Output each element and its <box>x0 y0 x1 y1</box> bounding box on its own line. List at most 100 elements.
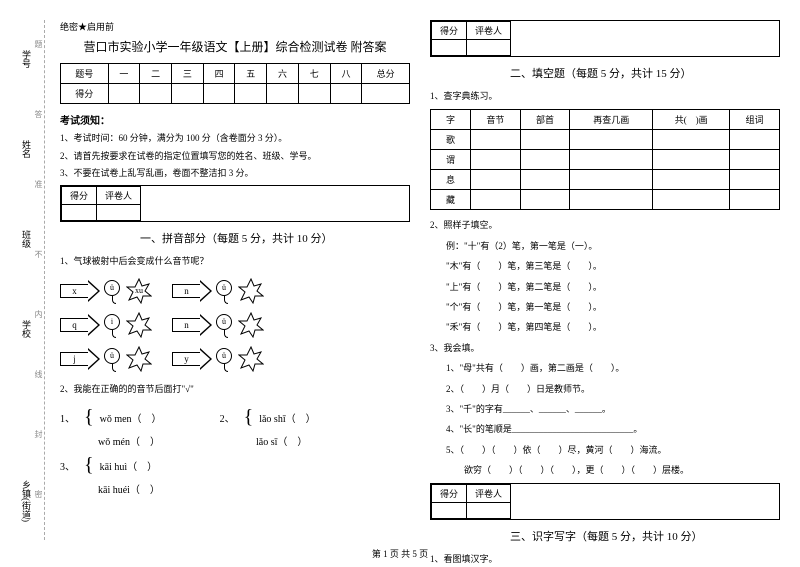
balloon-icon: ü <box>216 348 234 370</box>
th-cell: 八 <box>330 64 362 84</box>
fill-cell <box>653 150 730 170</box>
section-2-title: 二、填空题（每题 5 分，共计 15 分） <box>510 65 780 81</box>
instruction-item: 3、不要在试卷上乱写乱画，卷面不整洁扣 3 分。 <box>60 167 410 181</box>
fill-cell <box>520 150 570 170</box>
balloon-icon: ü <box>216 314 234 336</box>
q3-item: 1、"母"共有（ ）画，第二画是（ ）。 <box>446 361 780 375</box>
fill-cell <box>730 130 780 150</box>
score-cell <box>172 84 204 104</box>
balloon-icon: i <box>104 314 122 336</box>
score-cell <box>432 503 467 519</box>
arrow-icon: n <box>172 314 212 336</box>
arrow-icon: x <box>60 280 100 302</box>
score-cell <box>362 84 410 104</box>
grader-cell <box>97 204 141 220</box>
instructions-title: 考试须知： <box>60 112 410 127</box>
q2-item: "禾"有（ ）笔，第四笔是（ ）。 <box>446 320 780 334</box>
fill-cell <box>730 170 780 190</box>
q2-item: "个"有（ ）笔，第一笔是（ ）。 <box>446 300 780 314</box>
side-label: 学校 <box>20 320 33 338</box>
fill-cell <box>520 190 570 210</box>
fill-cell <box>730 190 780 210</box>
seal-mark: 题 <box>33 40 44 48</box>
grader-cell <box>467 40 511 56</box>
dictionary-table: 字 音节 部首 再查几画 共( )画 组词 歌 谓 息 藏 <box>430 109 780 210</box>
fill-cell <box>520 170 570 190</box>
grader-label: 评卷人 <box>97 186 141 204</box>
section-3-title: 三、识字写字（每题 5 分，共计 10 分） <box>510 528 780 544</box>
fill-cell <box>570 130 653 150</box>
score-cell <box>267 84 299 104</box>
star-icon <box>126 346 152 372</box>
th-cell: 音节 <box>471 110 521 130</box>
balloon-icon: ü <box>104 348 122 370</box>
question-1-1: 1、气球被射中后会变成什么音节呢？ <box>60 254 410 268</box>
seal-mark: 密 <box>33 490 44 498</box>
star-icon <box>238 312 264 338</box>
choice-a: wǒ men（ ） <box>100 410 220 425</box>
diagram-row: q i n ü <box>60 312 410 338</box>
th-cell: 总分 <box>362 64 410 84</box>
fill-cell <box>471 130 521 150</box>
th-cell: 组词 <box>730 110 780 130</box>
seal-mark: 答 <box>33 110 44 118</box>
fill-cell <box>653 190 730 210</box>
choice-num: 1、 <box>60 410 84 425</box>
exam-page: 绝密★启用前 营口市实验小学一年级语文【上册】综合检测试卷 附答案 题号 一 二… <box>0 0 800 540</box>
side-label: 学号 <box>20 50 33 68</box>
left-column: 绝密★启用前 营口市实验小学一年级语文【上册】综合检测试卷 附答案 题号 一 二… <box>50 20 420 530</box>
fill-cell <box>570 150 653 170</box>
th-cell: 再查几画 <box>570 110 653 130</box>
score-header-table: 题号 一 二 三 四 五 六 七 八 总分 得分 <box>60 63 410 104</box>
choice-b: lǎo sī（ ） <box>256 433 376 448</box>
question-1-2: 2、我能在正确的的音节后面打"√" <box>60 382 410 396</box>
fill-cell <box>520 130 570 150</box>
score-label: 得分 <box>62 186 97 204</box>
seal-mark: 准 <box>33 180 44 188</box>
side-label: 班级 <box>20 230 33 248</box>
score-cell <box>108 84 140 104</box>
fill-cell <box>471 170 521 190</box>
balloon-icon: ü <box>104 280 122 302</box>
q3-item: 3、"千"的字有______、______、______。 <box>446 402 780 416</box>
choice-num: 3、 <box>60 458 84 473</box>
pinyin-choices: 1、 { wǒ men（ ） 2、 { lǎo shī（ ） wǒ mén（ ）… <box>60 406 410 496</box>
instructions: 考试须知： 1、考试时间：60 分钟，满分为 100 分（含卷面分 3 分）。 … <box>60 112 410 181</box>
fill-cell <box>471 190 521 210</box>
q3-item: 4、"长"的笔顺是___________________________。 <box>446 422 780 436</box>
choice-a: lǎo shī（ ） <box>259 410 379 425</box>
section-score-box: 得分评卷人 <box>430 483 780 520</box>
fill-cell <box>570 170 653 190</box>
q2-item: "木"有（ ）笔，第三笔是（ ）。 <box>446 259 780 273</box>
th-cell: 五 <box>235 64 267 84</box>
th-cell: 部首 <box>520 110 570 130</box>
score-label: 得分 <box>432 485 467 503</box>
arrow-icon: y <box>172 348 212 370</box>
star-icon <box>238 346 264 372</box>
th-cell: 字 <box>431 110 471 130</box>
th-cell: 二 <box>140 64 172 84</box>
page-footer: 第 1 页 共 5 页 <box>0 547 800 560</box>
fill-cell <box>653 130 730 150</box>
th-cell: 七 <box>298 64 330 84</box>
th-cell: 题号 <box>61 64 109 84</box>
score-cell <box>298 84 330 104</box>
section-score-box: 得分评卷人 <box>60 185 410 222</box>
score-cell <box>235 84 267 104</box>
fill-cell <box>570 190 653 210</box>
side-label: 姓名 <box>20 140 33 158</box>
arrow-icon: n <box>172 280 212 302</box>
choice-a: kāi huì（ ） <box>100 458 220 473</box>
q3-item: 欲穷（ ）（ ）（ ），更（ ）（ ）层楼。 <box>446 463 780 477</box>
seal-mark: 封 <box>33 430 44 438</box>
char-cell: 藏 <box>431 190 471 210</box>
question-2-1: 1、查字典练习。 <box>430 89 780 103</box>
score-cell <box>330 84 362 104</box>
confidential-label: 绝密★启用前 <box>60 20 410 33</box>
fill-cell <box>653 170 730 190</box>
seal-mark: 不 <box>33 250 44 258</box>
star-icon <box>126 312 152 338</box>
score-label: 得分 <box>432 22 467 40</box>
th-cell: 六 <box>267 64 299 84</box>
star-icon: xu <box>126 278 152 304</box>
